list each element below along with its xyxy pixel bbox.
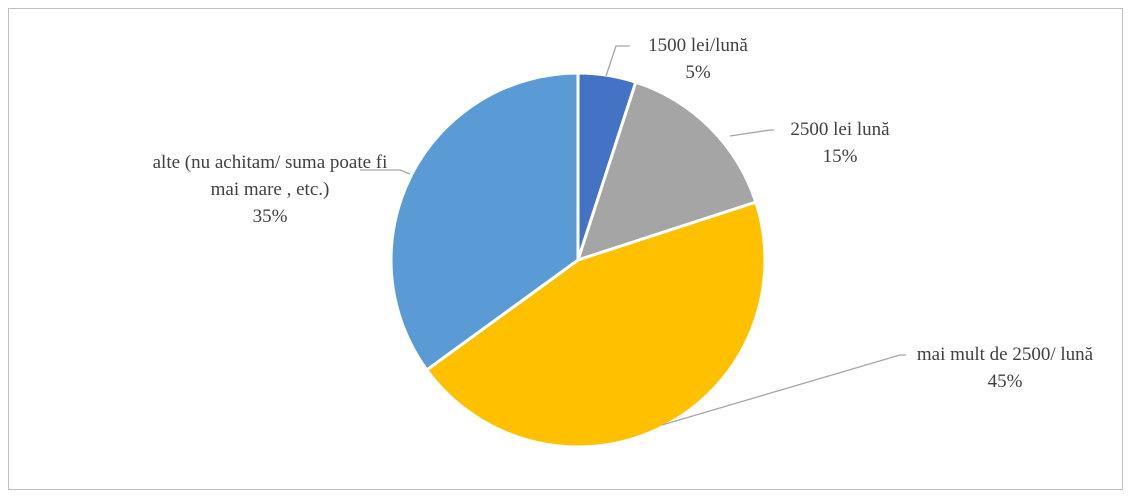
leader-line — [605, 45, 630, 77]
category-label: 2500 lei lună — [790, 119, 890, 140]
slices — [389, 71, 767, 449]
value-label: 5% — [685, 62, 711, 83]
pie-slice — [389, 71, 580, 372]
category-label: 1500 lei/lună — [648, 35, 748, 56]
leader-line — [661, 354, 906, 426]
leader-line — [360, 169, 411, 175]
leader-lines — [360, 45, 906, 426]
data-label: mai mult de 2500/ lună 45% — [900, 341, 1110, 395]
leader-line — [729, 129, 774, 137]
pie-slice — [425, 200, 767, 449]
category-label: alte (nu achitam/ suma poate fi mai mare… — [152, 152, 388, 200]
value-label: 45% — [987, 371, 1023, 392]
data-label: 1500 lei/lună 5% — [618, 32, 778, 86]
data-label: alte (nu achitam/ suma poate fi mai mare… — [150, 149, 390, 230]
data-label: 2500 lei lună 15% — [760, 116, 920, 170]
value-label: 15% — [822, 146, 858, 167]
value-label: 35% — [252, 206, 288, 227]
category-label: mai mult de 2500/ lună — [916, 344, 1094, 365]
